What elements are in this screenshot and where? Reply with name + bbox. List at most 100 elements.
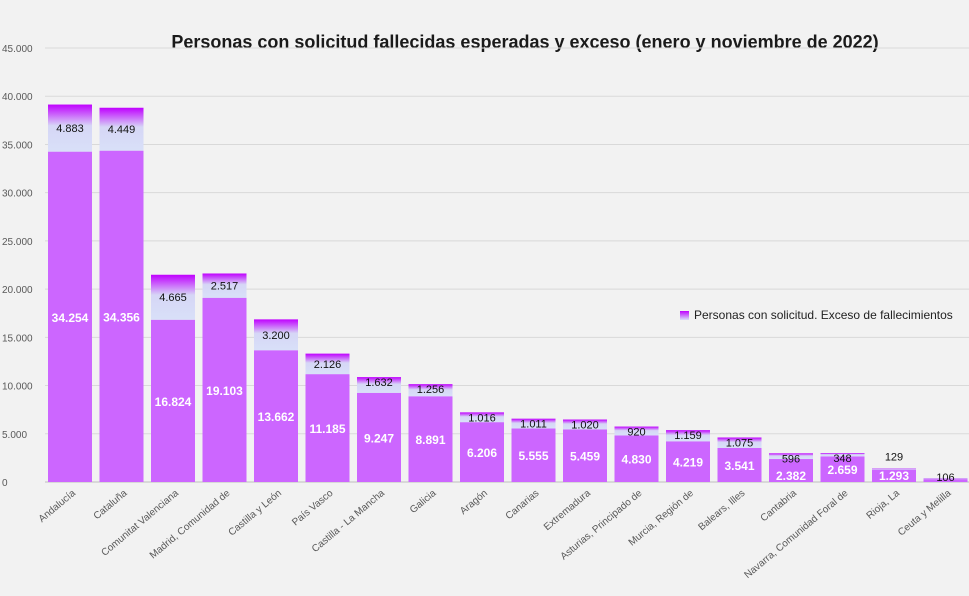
bar-base [769,459,813,482]
legend-swatch [680,310,689,320]
x-tick-label: Ceuta y Melilla [896,488,954,539]
bar-excess [923,478,968,480]
excess-data-label: 348 [833,453,851,465]
y-tick-label: 40.000 [2,92,33,103]
excess-data-label: 106 [936,472,954,484]
bar-base [151,319,195,482]
base-data-label: 13.662 [258,410,295,424]
excess-data-label: 4.449 [108,124,136,136]
excess-data-label: 596 [782,453,800,465]
bar-excess [511,418,556,429]
x-tick-label: Aragón [458,488,490,517]
bar-excess [254,319,298,351]
base-data-label: 8.891 [415,433,445,447]
x-tick-label: Canarias [504,488,542,522]
bar-base [666,441,710,482]
bar-base [408,396,453,482]
y-tick-label: 5.000 [2,430,27,441]
bar-excess [151,274,195,320]
base-data-label: 11.185 [309,422,345,436]
base-data-label: 6.206 [467,446,497,460]
base-data-label: 34.356 [103,310,140,324]
bar-excess [460,412,504,423]
base-data-label: 5.459 [570,450,600,464]
bar-excess [820,452,865,457]
bar-base [614,435,659,482]
base-data-label: 9.247 [364,431,394,445]
bar-base [872,469,916,482]
y-tick-label: 45.000 [2,44,33,55]
x-tick-label: Rioja, La [865,488,903,522]
bar-base [511,428,556,482]
excess-data-label: 1.632 [365,377,393,389]
x-tick-label: Cantabria [759,488,800,525]
bar-base [460,422,504,482]
base-data-label: 19.103 [206,384,243,398]
chart-title: Personas con solicitud fallecidas espera… [171,32,879,52]
excess-data-label: 1.016 [468,412,496,424]
excess-data-label: 3.200 [262,330,290,342]
x-tick-label: Navarra, Comunidad Foral de [742,488,850,581]
bar-excess [99,107,144,151]
bar-excess [408,384,453,397]
excess-data-label: 1.256 [417,384,445,396]
base-data-label: 5.555 [518,449,548,463]
bar-base [923,479,968,482]
base-data-label: 2.382 [776,469,806,483]
bar-excess [202,273,247,298]
bar-base [820,456,865,482]
bar-excess [48,104,92,152]
bar-excess [305,353,350,375]
x-tick-label: Andalucía [37,488,78,525]
excess-data-label: 1.159 [674,430,702,442]
base-data-label: 3.541 [724,459,754,473]
x-tick-label: País Vasco [290,488,336,529]
excess-data-label: 920 [627,427,645,439]
bar-excess [872,468,916,470]
bar-base [563,429,607,482]
bar-base [305,374,350,482]
excess-data-label: 2.126 [314,359,342,371]
excess-data-label: 1.011 [520,419,547,431]
y-tick-label: 30.000 [2,189,33,200]
base-data-label: 2.659 [827,463,857,477]
x-tick-label: Castilla y León [227,488,284,539]
excess-data-label: 1.020 [571,420,599,432]
y-tick-label: 35.000 [2,140,33,151]
excess-data-label: 2.517 [211,281,239,293]
x-tick-label: Galicia [408,488,439,516]
base-data-label: 1.293 [879,469,909,483]
excess-data-label: 4.883 [56,123,84,135]
bar-base [717,447,762,482]
y-tick-label: 20.000 [2,285,33,296]
base-data-label: 16.824 [155,395,192,409]
excess-data-label: 4.665 [159,292,187,304]
bar-excess [769,453,813,460]
excess-data-label: 1.075 [726,437,754,449]
bar-base [357,392,401,482]
bar-base [99,150,144,483]
bar-base [48,151,92,482]
bar-excess [614,426,659,436]
excess-data-label: 129 [885,451,903,463]
y-tick-label: 15.000 [2,333,33,344]
x-tick-label: Extremadura [542,488,593,534]
base-data-label: 4.830 [621,453,651,467]
base-data-label: 34.254 [52,311,89,325]
bar-excess [666,430,710,442]
x-tick-label: Cataluña [92,488,130,522]
bar-excess [717,437,762,448]
bar-base [254,350,298,482]
y-tick-label: 25.000 [2,237,33,248]
bar-excess [563,419,607,430]
y-tick-label: 10.000 [2,382,33,393]
bar-excess [357,377,401,393]
legend-label: Personas con solicitud. Exceso de fallec… [694,308,953,322]
legend: Personas con solicitud. Exceso de fallec… [680,308,953,322]
base-data-label: 4.219 [673,456,703,470]
y-tick-label: 0 [2,478,8,489]
x-tick-label: Balears, Illes [697,488,748,533]
bar-base [202,297,247,482]
